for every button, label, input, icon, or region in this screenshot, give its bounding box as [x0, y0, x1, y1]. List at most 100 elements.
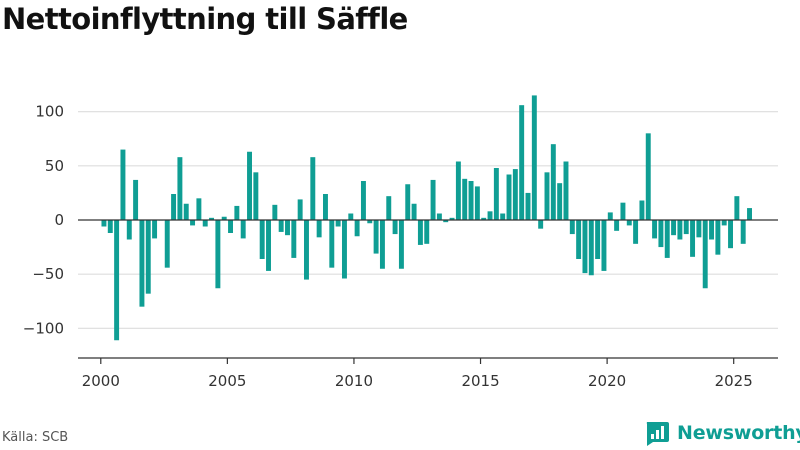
- bar: [620, 203, 625, 220]
- bar: [215, 220, 220, 288]
- bar: [551, 144, 556, 220]
- bar: [582, 220, 587, 273]
- bar: [247, 152, 252, 220]
- bar: [399, 220, 404, 269]
- bar: [538, 220, 543, 229]
- bar: [507, 175, 512, 221]
- bar: [646, 133, 651, 220]
- bar: [633, 220, 638, 244]
- y-tick-label: −100: [23, 319, 64, 337]
- bar: [405, 184, 410, 220]
- bar: [165, 220, 170, 268]
- bar: [456, 162, 461, 221]
- bar: [608, 212, 613, 220]
- bar: [253, 172, 258, 220]
- bar: [494, 168, 499, 220]
- bar: [722, 220, 727, 225]
- x-tick-label: 2015: [461, 372, 499, 390]
- bar: [139, 220, 144, 307]
- bar: [272, 205, 277, 220]
- bar: [393, 220, 398, 234]
- bar: [310, 157, 315, 220]
- bar: [684, 220, 689, 234]
- bar: [196, 198, 201, 220]
- x-tick-label: 2000: [82, 372, 120, 390]
- bar: [519, 105, 524, 220]
- bar: [747, 208, 752, 220]
- bar: [639, 201, 644, 221]
- bars: [101, 95, 752, 340]
- bar: [127, 220, 132, 240]
- bar: [589, 220, 594, 275]
- bar: [171, 194, 176, 220]
- x-tick-label: 2005: [208, 372, 246, 390]
- y-tick-label: 0: [54, 211, 64, 229]
- bar: [234, 206, 239, 220]
- bar: [576, 220, 581, 259]
- bar: [152, 220, 157, 238]
- bar: [355, 220, 360, 236]
- bar: [557, 183, 562, 220]
- y-tick-label: −50: [32, 265, 64, 283]
- bar: [348, 214, 353, 221]
- bar: [424, 220, 429, 244]
- bar: [488, 211, 493, 220]
- bar: [336, 220, 341, 227]
- bar: [133, 180, 138, 220]
- bar: [190, 220, 195, 225]
- bar: [412, 204, 417, 220]
- bar: [304, 220, 309, 280]
- bar: [203, 220, 208, 227]
- bar: [500, 214, 505, 221]
- bar: [298, 199, 303, 220]
- bar: [671, 220, 676, 235]
- bar: [108, 220, 113, 233]
- bar-chart: 100 50 0 −50 −100 2000 2005 2010 2015 2020 2025: [0, 0, 800, 420]
- x-tick-label: 2025: [715, 372, 753, 390]
- bar: [260, 220, 265, 259]
- bar: [120, 150, 125, 220]
- bar: [279, 220, 284, 232]
- bar: [177, 157, 182, 220]
- bar: [690, 220, 695, 257]
- brand-name: Newsworthy: [677, 422, 800, 444]
- bar: [329, 220, 334, 268]
- bar: [469, 181, 474, 220]
- bar: [146, 220, 151, 294]
- bar: [101, 220, 106, 227]
- bar: [374, 220, 379, 254]
- bar: [285, 220, 290, 235]
- bar: [431, 180, 436, 220]
- bar: [513, 169, 518, 220]
- x-tick-label: 2010: [335, 372, 373, 390]
- bar: [677, 220, 682, 240]
- newsworthy-logo-icon: [644, 420, 670, 446]
- bar: [658, 220, 663, 247]
- bar: [564, 162, 569, 221]
- bar: [323, 194, 328, 220]
- y-tick-label: 50: [45, 157, 64, 175]
- bar: [595, 220, 600, 259]
- bar: [418, 220, 423, 245]
- bar: [696, 220, 701, 237]
- x-tick-label: 2020: [588, 372, 626, 390]
- brand-logo[interactable]: Newsworthy: [644, 420, 800, 446]
- bar: [601, 220, 606, 271]
- bar: [114, 220, 119, 340]
- bar: [703, 220, 708, 288]
- bar: [734, 196, 739, 220]
- bar: [462, 179, 467, 220]
- bar: [386, 196, 391, 220]
- x-ticks: [101, 358, 734, 364]
- bar: [291, 220, 296, 258]
- x-tick-labels: 2000 2005 2010 2015 2020 2025: [82, 372, 753, 390]
- bar: [437, 214, 442, 221]
- y-tick-label: 100: [35, 103, 64, 121]
- bar: [728, 220, 733, 248]
- bar: [526, 193, 531, 220]
- bar: [652, 220, 657, 238]
- bar: [715, 220, 720, 255]
- bar: [627, 220, 632, 225]
- bar: [665, 220, 670, 258]
- bar: [184, 204, 189, 220]
